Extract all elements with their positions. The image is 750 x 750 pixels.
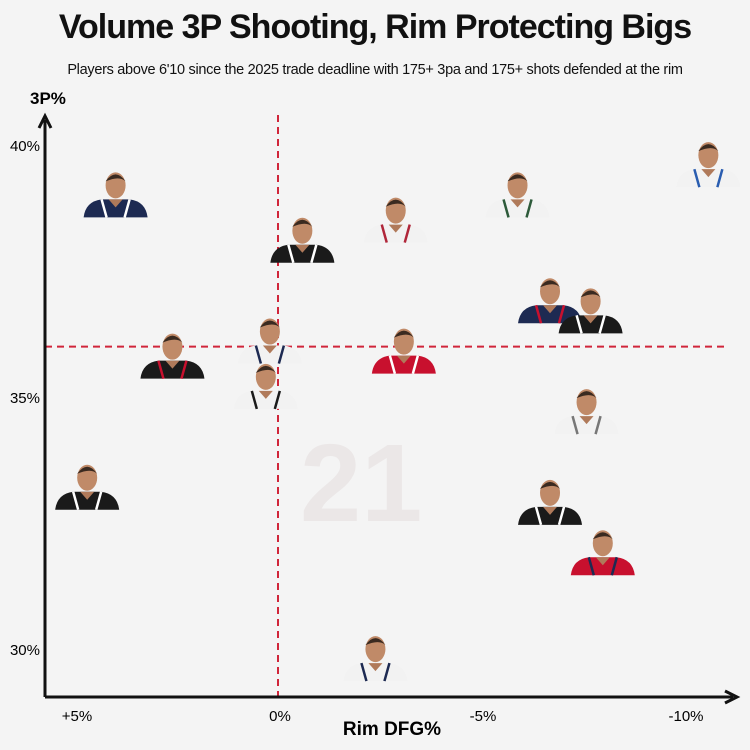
jersey-trim xyxy=(360,662,391,682)
neck-shape xyxy=(80,491,95,500)
y-tick-label: 40% xyxy=(10,138,40,155)
hair-shape xyxy=(576,391,597,399)
jersey-shape xyxy=(371,355,436,374)
jersey-trim xyxy=(100,199,131,218)
player-headshot-point xyxy=(485,172,550,218)
player-headshot-point xyxy=(237,318,302,364)
neck-shape xyxy=(258,390,273,399)
hair-shape xyxy=(393,330,414,338)
jersey-shape xyxy=(55,491,120,510)
chart-title: Volume 3P Shooting, Rim Protecting Bigs xyxy=(58,8,692,46)
player-headshot-point xyxy=(371,328,436,374)
neck-shape xyxy=(388,224,403,233)
neck-shape xyxy=(543,305,558,314)
hair-shape xyxy=(592,532,613,540)
x-tick-label: +5% xyxy=(62,708,92,725)
player-headshot-point xyxy=(343,636,408,682)
x-tick-label: -10% xyxy=(668,708,703,725)
neck-shape xyxy=(262,345,277,354)
jersey-trim xyxy=(254,345,286,364)
jersey-shape xyxy=(485,199,550,218)
player-headshot-point xyxy=(55,464,120,511)
jersey-trim xyxy=(571,415,602,435)
background-watermark: 21 xyxy=(300,422,423,545)
jersey-trim xyxy=(534,304,566,324)
jersey-shape xyxy=(518,506,583,525)
neck-shape xyxy=(543,506,558,515)
hair-shape xyxy=(292,219,313,227)
jersey-shape xyxy=(233,390,298,409)
hair-shape xyxy=(540,280,561,288)
player-headshot-point xyxy=(270,217,335,264)
hair-shape xyxy=(540,481,561,489)
x-axis-arrow xyxy=(724,689,741,705)
x-axis-label: Rim DFG% xyxy=(343,719,441,740)
jersey-trim xyxy=(575,314,606,334)
player-headshot-point xyxy=(83,172,148,218)
neck-shape xyxy=(583,315,598,324)
hair-shape xyxy=(507,174,528,182)
jersey-shape xyxy=(570,557,635,576)
hair-shape xyxy=(259,320,280,328)
hair-shape xyxy=(105,174,126,182)
player-headshot-point xyxy=(570,530,635,576)
jersey-trim xyxy=(250,390,282,410)
neck-shape xyxy=(595,557,610,566)
jersey-trim xyxy=(502,199,533,218)
neck-shape xyxy=(165,360,180,369)
jersey-shape xyxy=(343,663,408,682)
jersey-trim xyxy=(287,244,318,264)
player-headshot-point xyxy=(518,278,583,324)
jersey-trim xyxy=(157,360,188,380)
y-axis-label: 3P% xyxy=(30,89,66,108)
jersey-shape xyxy=(363,224,428,243)
hair-shape xyxy=(162,335,183,343)
hair-shape xyxy=(255,365,276,373)
hair-shape xyxy=(698,144,719,152)
neck-shape xyxy=(108,199,123,208)
neck-shape xyxy=(701,169,716,178)
player-headshot-point xyxy=(140,333,205,380)
neck-shape xyxy=(510,199,525,208)
jersey-trim xyxy=(693,168,724,188)
jersey-shape xyxy=(270,244,335,263)
jersey-trim xyxy=(587,556,619,576)
jersey-trim xyxy=(534,506,566,526)
player-headshot-point xyxy=(558,288,623,334)
jersey-trim xyxy=(71,491,103,511)
jersey-shape xyxy=(554,416,619,435)
chart-subtitle: Players above 6'10 since the 2025 trade … xyxy=(67,62,683,78)
hair-shape xyxy=(77,466,98,474)
hair-shape xyxy=(580,290,601,298)
jersey-shape xyxy=(140,360,205,379)
neck-shape xyxy=(579,416,594,425)
player-headshot-point xyxy=(554,389,619,435)
x-tick-label: 0% xyxy=(269,708,291,725)
hair-shape xyxy=(385,199,406,207)
jersey-shape xyxy=(676,169,741,188)
jersey-shape xyxy=(518,305,583,324)
player-headshot-point xyxy=(518,479,583,526)
y-tick-label: 30% xyxy=(10,642,40,659)
player-headshot-point xyxy=(233,363,298,410)
player-headshot-point xyxy=(363,197,428,243)
jersey-shape xyxy=(558,315,623,334)
player-headshot-point xyxy=(676,142,741,188)
y-tick-label: 35% xyxy=(10,390,40,407)
jersey-shape xyxy=(237,345,302,364)
neck-shape xyxy=(295,244,310,253)
y-axis-arrow xyxy=(37,112,53,129)
neck-shape xyxy=(396,355,411,364)
jersey-trim xyxy=(380,224,411,243)
jersey-shape xyxy=(83,199,148,218)
hair-shape xyxy=(365,638,386,646)
neck-shape xyxy=(368,663,383,672)
jersey-trim xyxy=(388,355,420,374)
x-tick-label: -5% xyxy=(470,708,497,725)
